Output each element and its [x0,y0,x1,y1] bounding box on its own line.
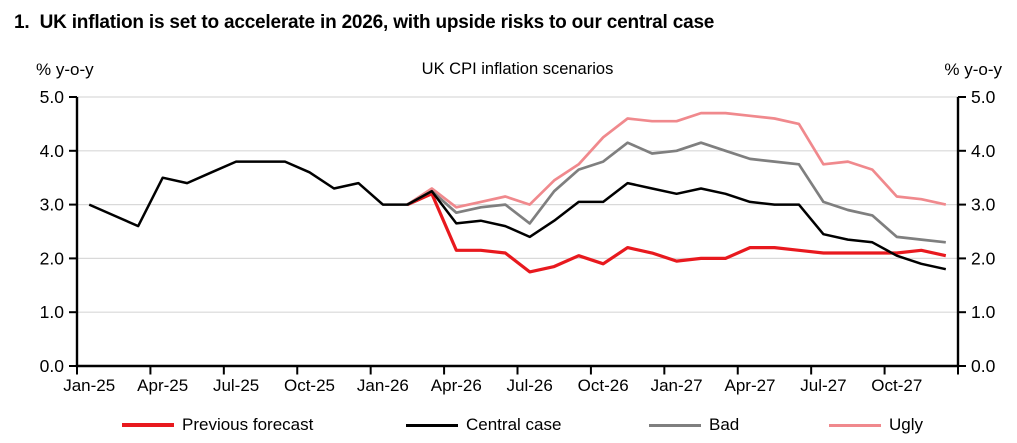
series-line-bad [406,141,946,244]
y-tick-label-left: 5.0 [40,87,65,107]
x-tick-label: Apr-27 [724,376,775,395]
y-tick-label-left: 1.0 [40,302,65,322]
x-tick-label: Jan-27 [651,376,703,395]
left-axis-unit-label: % y-o-y [36,60,94,79]
x-tick-label: Apr-25 [137,376,188,395]
y-tick-label-right: 1.0 [971,302,996,322]
y-tick-label-left: 4.0 [40,141,65,161]
y-tick-label-right: 5.0 [971,87,996,107]
legend-item-central-case: Central case [406,414,561,436]
chart-heading: 1. UK inflation is set to accelerate in … [14,12,715,33]
y-tick-label-right: 4.0 [971,141,996,161]
x-tick-label: Jan-25 [63,376,115,395]
legend-label: Previous forecast [182,415,314,434]
x-tick-label: Jul-27 [800,376,846,395]
legend-swatch-bad [649,423,701,427]
chart-subtitle: UK CPI inflation scenarios [421,60,614,78]
right-axis-unit-label: % y-o-y [944,60,1002,79]
series-line-central-case [88,160,947,271]
y-tick-label-right: 0.0 [971,356,996,376]
legend: Previous forecast Central case Bad Ugly [0,414,1017,438]
y-tick-label-right: 2.0 [971,248,996,268]
series-line-previous-forecast [406,192,947,274]
x-tick-label: Oct-25 [284,376,335,395]
legend-item-ugly: Ugly [829,414,923,436]
legend-label: Central case [466,415,562,434]
x-tick-label: Oct-26 [578,376,629,395]
legend-swatch-previous-forecast [122,423,174,427]
legend-item-bad: Bad [649,414,739,436]
legend-label: Bad [709,415,740,434]
legend-label: Ugly [889,415,924,434]
series-line-ugly [406,111,947,209]
legend-item-previous-forecast: Previous forecast [122,414,313,436]
x-tick-label: Jan-26 [357,376,409,395]
y-tick-label-left: 0.0 [40,356,65,376]
legend-swatch-central-case [406,423,458,427]
y-tick-label-right: 3.0 [971,195,996,215]
x-tick-label: Apr-26 [431,376,482,395]
x-tick-label: Jul-26 [507,376,553,395]
legend-swatch-ugly [829,423,881,427]
y-tick-label-left: 2.0 [40,248,65,268]
y-tick-label-left: 3.0 [40,195,65,215]
x-tick-label: Oct-27 [871,376,922,395]
x-tick-label: Jul-25 [213,376,259,395]
